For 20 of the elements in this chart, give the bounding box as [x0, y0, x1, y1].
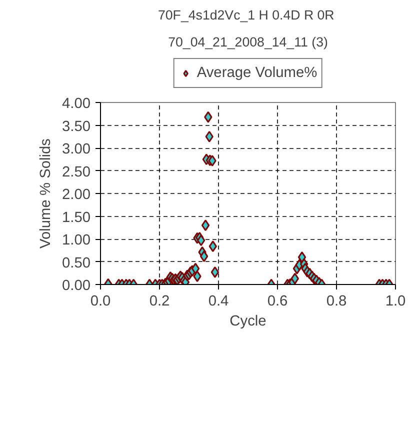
- x-tick-label: 0.4: [208, 294, 229, 310]
- y-tick-label: 0.50: [62, 255, 91, 272]
- y-tick-label: 2.50: [62, 164, 91, 180]
- y-tick-label: 2.00: [62, 187, 91, 203]
- y-axis-title: Volume % Solids: [38, 138, 54, 248]
- y-tick-label: 3.00: [62, 142, 91, 158]
- legend-label: Average Volume%: [196, 65, 318, 81]
- x-tick-label: 1.0: [385, 294, 406, 310]
- y-tick-label: 4.00: [62, 96, 91, 112]
- x-tick-label: 0.8: [326, 294, 347, 310]
- x-tick-label: 0.2: [149, 294, 170, 310]
- y-tick-label: 1.00: [62, 232, 91, 248]
- chart-subtitle: 70_04_21_2008_14_11 (3): [168, 34, 328, 50]
- x-tick-label: 0.0: [90, 294, 111, 310]
- x-tick-label: 0.6: [267, 294, 288, 310]
- x-axis-title: Cycle: [230, 314, 266, 330]
- chart-title: 70F_4s1d2Vc_1 H 0.4D R 0R: [158, 8, 334, 22]
- y-tick-label: 3.50: [62, 118, 91, 135]
- y-tick-label: 1.50: [62, 210, 91, 226]
- y-tick-label: 0.00: [62, 278, 91, 294]
